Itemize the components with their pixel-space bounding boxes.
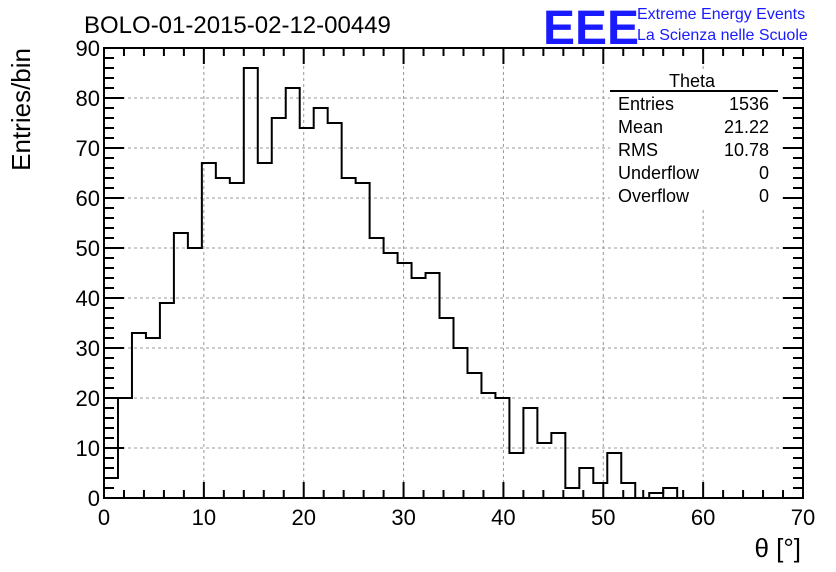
histogram-bin <box>314 108 328 498</box>
x-axis-label: θ [°] <box>754 533 801 563</box>
logo-line1: Extreme Energy Events <box>637 6 805 23</box>
stats-rows: Entries 1536 Mean 21.22 RMS 10.78 Underflow 0 Ov… <box>618 94 769 206</box>
histogram-bin <box>370 238 384 498</box>
plot-frame <box>103 47 804 499</box>
histogram-bin <box>481 393 495 498</box>
stats-box: Theta Entries 1536 Mean 21.22 RMS 10.78 Underf… <box>610 70 780 210</box>
histogram-bin <box>202 163 216 498</box>
histogram-bin <box>244 68 258 498</box>
histogram-bin <box>509 453 523 498</box>
histogram-bin <box>174 233 188 498</box>
histogram-bin <box>272 118 286 498</box>
y-tick-label: 50 <box>76 236 100 261</box>
eee-logo: EEE Extreme Energy Events La Scienza nel… <box>543 2 808 55</box>
y-tick-label: 20 <box>76 386 100 411</box>
histogram-bin <box>230 183 244 498</box>
histogram-bin <box>467 373 481 498</box>
histogram-bin <box>565 488 579 498</box>
histogram-bin <box>454 348 468 498</box>
x-tick-labels: 0 10 20 30 40 50 60 70 <box>98 505 815 530</box>
y-tick-label: 80 <box>76 86 100 111</box>
histogram-bin <box>132 333 146 498</box>
stats-row-value: 1536 <box>729 94 769 114</box>
stats-row-value: 0 <box>759 186 769 206</box>
histogram-bin <box>551 433 565 498</box>
histogram-bin <box>342 178 356 498</box>
histogram-bin <box>607 453 621 498</box>
histogram-line <box>104 67 803 499</box>
stats-row-label: RMS <box>618 140 658 160</box>
stats-row-label: Mean <box>618 117 663 137</box>
chart-title: BOLO-01-2015-02-12-00449 <box>84 12 391 39</box>
y-tick-label: 10 <box>76 436 100 461</box>
histogram-bin <box>440 318 454 498</box>
histogram-bin <box>384 253 398 498</box>
stats-row-label: Entries <box>618 94 674 114</box>
logo-mark: EEE <box>543 2 639 55</box>
x-tick-label: 50 <box>591 505 615 530</box>
x-tick-label: 60 <box>691 505 715 530</box>
x-tick-label: 0 <box>98 505 110 530</box>
histogram-bin <box>523 408 537 498</box>
x-tick-label: 10 <box>192 505 216 530</box>
stats-title: Theta <box>669 71 716 91</box>
stats-row-label: Underflow <box>618 163 700 183</box>
y-tick-label: 0 <box>88 486 100 511</box>
y-tick-label: 90 <box>76 36 100 61</box>
histogram-bin <box>300 128 314 498</box>
histogram-bin <box>160 303 174 498</box>
logo-line2: La Scienza nelle Scuole <box>637 27 808 44</box>
y-tick-labels: 0 10 20 30 40 50 60 70 80 90 <box>76 36 100 511</box>
histogram-bin <box>328 123 342 498</box>
stats-row-label: Overflow <box>618 186 690 206</box>
histogram-bin <box>663 488 677 498</box>
histogram-bin <box>412 278 426 498</box>
histogram-bin <box>593 483 607 498</box>
histogram-bin <box>146 338 160 498</box>
stats-row-value: 10.78 <box>724 140 769 160</box>
y-tick-label: 60 <box>76 186 100 211</box>
histogram-bin <box>188 248 202 498</box>
histogram-bin <box>286 88 300 498</box>
histogram-bin <box>216 178 230 498</box>
histogram-bin <box>426 273 440 498</box>
histogram-bin <box>579 468 593 498</box>
histogram-bin <box>258 163 272 498</box>
stats-row-value: 21.22 <box>724 117 769 137</box>
y-axis-label: Entries/bin <box>6 48 36 171</box>
axis-ticks <box>103 47 804 499</box>
y-tick-label: 40 <box>76 286 100 311</box>
histogram-bins <box>104 68 677 498</box>
histogram-bin <box>398 263 412 498</box>
x-tick-label: 20 <box>291 505 315 530</box>
y-tick-label: 70 <box>76 136 100 161</box>
y-tick-label: 30 <box>76 336 100 361</box>
x-tick-label: 30 <box>391 505 415 530</box>
histogram-bin <box>356 183 370 498</box>
x-tick-label: 70 <box>791 505 815 530</box>
histogram-bin <box>537 443 551 498</box>
x-tick-label: 40 <box>491 505 515 530</box>
stats-row-value: 0 <box>759 163 769 183</box>
